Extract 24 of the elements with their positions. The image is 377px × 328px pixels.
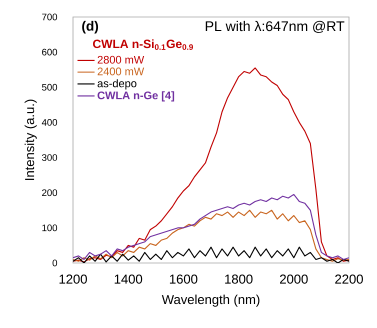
legend-label: 2400 mW — [98, 68, 144, 76]
y-tick-label: 500 — [42, 84, 58, 91]
x-tick-label: 2200 — [335, 274, 363, 284]
legend-label: as-depo — [98, 79, 136, 90]
y-tick-label: 400 — [42, 119, 58, 126]
y-tick-label: 200 — [42, 189, 58, 196]
y-tick-label: 100 — [42, 224, 58, 232]
legend-title: CWLA n-Si$_{0.1}$Ge$_{0.9}$ — [93, 39, 193, 50]
x-tick-label: 2000 — [280, 274, 308, 284]
x-axis-title: Wavelength (nm) — [162, 294, 260, 307]
chart-title: PL with λ:647nm @RT — [206, 20, 344, 33]
line-series — [73, 246, 349, 263]
legend-label: 2800 mW — [98, 56, 144, 64]
y-axis-title: Intensity (a.u.) — [24, 100, 37, 180]
x-tick-label: 1400 — [114, 274, 142, 284]
x-tick-label: 1800 — [225, 274, 253, 284]
y-tick-label: 300 — [42, 154, 58, 161]
annotation: (d) — [82, 20, 98, 34]
x-tick-label: 1600 — [170, 274, 198, 284]
legend-label: CWLA n-Ge [4] — [98, 91, 174, 102]
y-tick-label: 0 — [52, 260, 58, 266]
x-tick-label: 1200 — [60, 274, 87, 284]
y-tick-label: 700 — [42, 14, 58, 20]
y-tick-label: 600 — [42, 48, 58, 56]
